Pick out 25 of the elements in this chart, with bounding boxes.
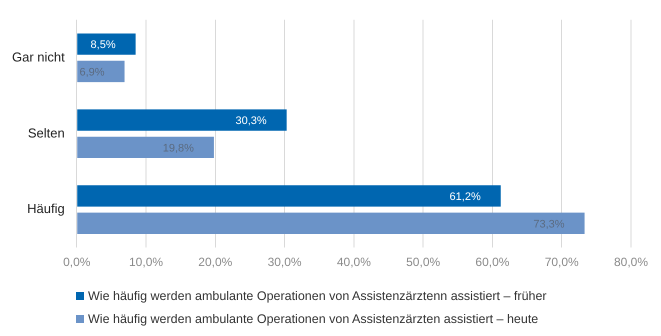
x-tick-label: 60,0% bbox=[475, 255, 510, 270]
data-label: 19,8% bbox=[162, 142, 194, 154]
y-tick-label: Gar nicht bbox=[12, 49, 66, 64]
x-tick-label: 50,0% bbox=[406, 255, 440, 270]
data-label: 73,3% bbox=[533, 218, 565, 230]
x-tick-label: 80,0% bbox=[614, 255, 648, 270]
data-label: 8,5% bbox=[90, 39, 116, 52]
x-tick-label: 40,0% bbox=[336, 255, 372, 270]
x-tick-label: 20,0% bbox=[198, 255, 233, 270]
legend-label: Wie häufig werden ambulante Operationen von Assistenzärzten assistiert – heute bbox=[88, 312, 538, 326]
data-label: 30,3% bbox=[235, 115, 267, 128]
data-label: 61,2% bbox=[450, 190, 481, 203]
x-tick-label: 70,0% bbox=[544, 255, 580, 270]
bar bbox=[77, 212, 585, 234]
bar bbox=[77, 33, 136, 55]
x-tick-label: 30,0% bbox=[268, 255, 302, 270]
bar bbox=[77, 185, 501, 207]
data-label: 6,9% bbox=[79, 66, 105, 78]
y-tick-label: Häufig bbox=[27, 201, 65, 216]
bar bbox=[77, 109, 287, 131]
x-tick-label: 10,0% bbox=[129, 255, 164, 270]
bar bbox=[77, 136, 214, 158]
x-tick-label: 0,0% bbox=[63, 255, 91, 270]
y-tick-label: Selten bbox=[28, 125, 65, 140]
legend-label: Wie häufig werden ambulante Operationen von Assistenzärztenn assistiert – früher bbox=[88, 288, 547, 302]
